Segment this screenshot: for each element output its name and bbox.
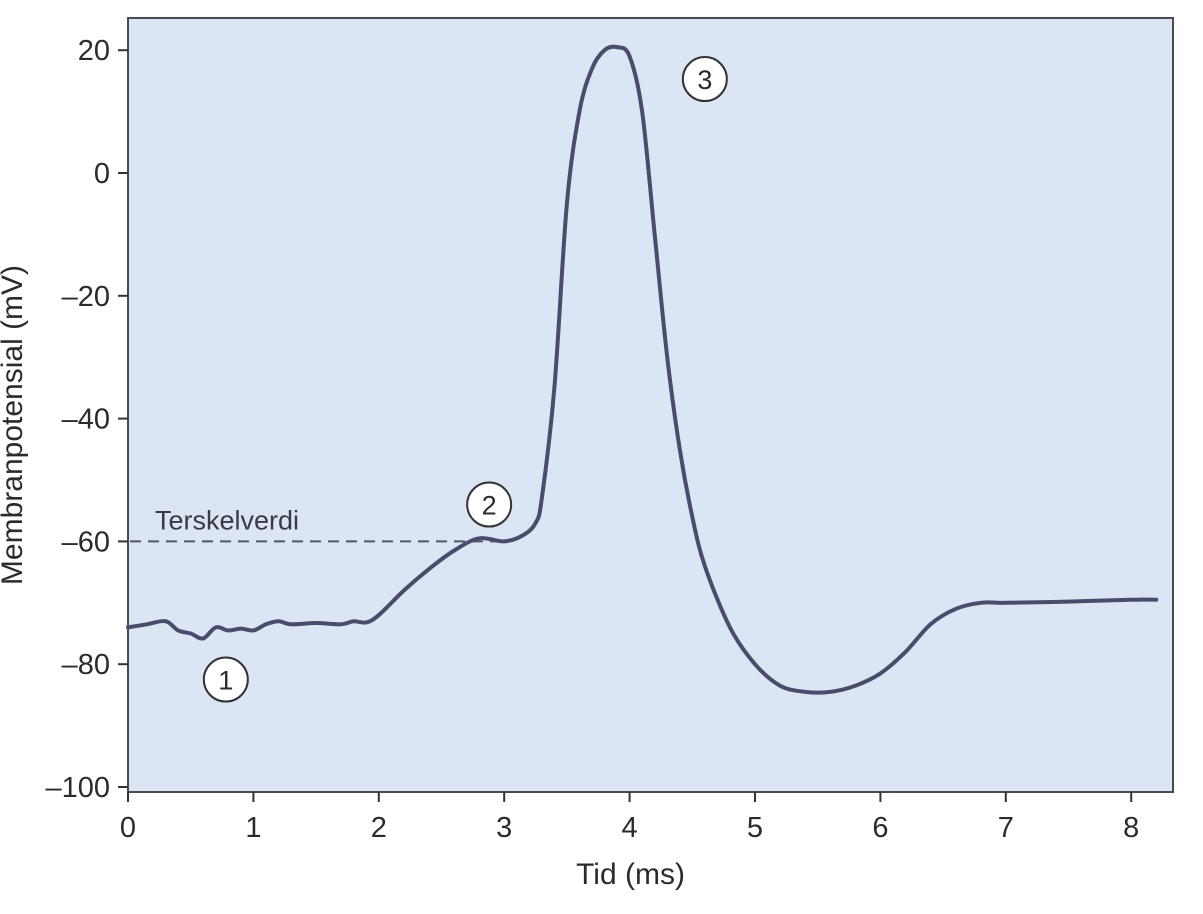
y-tick-label: –80	[62, 649, 110, 681]
y-tick-label: –60	[62, 526, 110, 558]
marker-label: 3	[697, 65, 712, 95]
x-tick-label: 1	[245, 812, 261, 844]
x-tick-label: 8	[1123, 812, 1139, 844]
membrane-potential-line	[126, 44, 1159, 695]
threshold-label: Terskelverdi	[155, 505, 299, 535]
x-tick-label: 7	[998, 812, 1014, 844]
x-tick-label: 5	[747, 812, 763, 844]
plot-area	[127, 17, 1174, 793]
y-axis-title: Membranpotensial (mV)	[0, 265, 29, 585]
marker-label: 2	[482, 491, 497, 521]
x-tick-label: 4	[622, 812, 638, 844]
marker-circle	[681, 56, 728, 103]
marker-circle	[202, 656, 249, 703]
y-tick-label: –40	[62, 404, 110, 436]
y-tick-label: –20	[62, 281, 110, 313]
x-tick-label: 0	[120, 812, 136, 844]
x-tick-label: 2	[371, 812, 387, 844]
x-axis-title: Tid (ms)	[576, 858, 685, 891]
x-tick-label: 6	[872, 812, 888, 844]
x-tick-label: 3	[496, 812, 512, 844]
y-tick-label: 20	[78, 35, 110, 67]
marker-circle	[466, 481, 513, 528]
y-tick-label: –100	[45, 772, 110, 804]
y-tick-label: 0	[94, 158, 110, 190]
marker-label: 1	[218, 666, 233, 696]
